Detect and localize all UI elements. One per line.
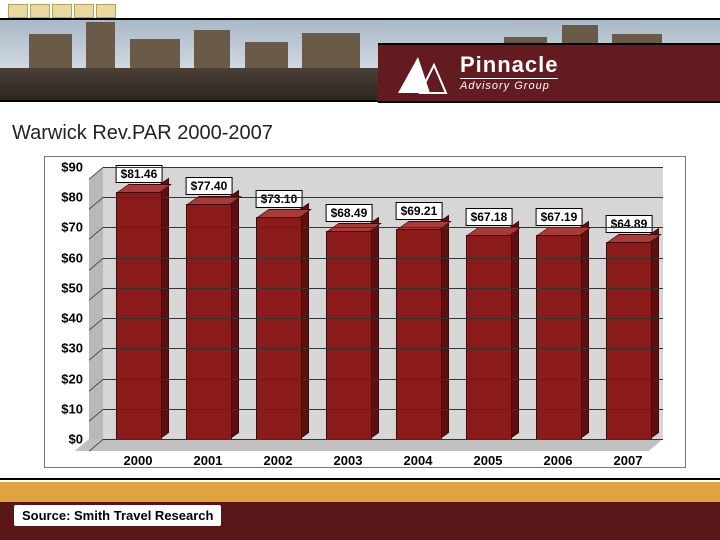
x-axis-label: 2006: [544, 453, 573, 468]
y-axis-label: $60: [61, 250, 83, 265]
slide-title: Warwick Rev.PAR 2000-2007: [12, 122, 273, 145]
x-axis-label: 2005: [474, 453, 503, 468]
bar: $73.102002: [256, 218, 299, 439]
footer-band: Source: Smith Travel Research: [0, 478, 720, 540]
gridline: [103, 288, 663, 289]
bar-front: [256, 217, 301, 439]
x-axis-label: 2007: [614, 453, 643, 468]
bar-value-label: $77.40: [186, 177, 233, 195]
y-axis-label: $10: [61, 401, 83, 416]
y-axis-label: $40: [61, 311, 83, 326]
chart-container: $81.462000$77.402001$73.102002$68.492003…: [44, 156, 686, 468]
bar-value-label: $64.89: [606, 215, 653, 233]
header-band: Pinnacle Advisory Group: [0, 0, 720, 120]
bar-value-label: $69.21: [396, 202, 443, 220]
bar-front: [396, 229, 441, 439]
y-axis-label: $50: [61, 280, 83, 295]
gridline: [103, 348, 663, 349]
pinnacle-logo-icon: [390, 51, 450, 95]
brand-name-line1: Pinnacle: [460, 54, 558, 76]
gridline: [103, 379, 663, 380]
y-axis-label: $70: [61, 220, 83, 235]
x-axis-label: 2002: [264, 453, 293, 468]
brand-logo-text: Pinnacle Advisory Group: [460, 54, 558, 92]
x-axis-label: 2001: [194, 453, 223, 468]
slide: Pinnacle Advisory Group Warwick Rev.PAR …: [0, 0, 720, 540]
brand-name-line2: Advisory Group: [460, 78, 558, 92]
bar-value-label: $73.10: [256, 190, 303, 208]
gridline: [103, 409, 663, 410]
gridline: [103, 197, 663, 198]
footer-gold-strip: [0, 482, 720, 502]
source-text: Source: Smith Travel Research: [14, 505, 221, 526]
bar-front: [186, 204, 231, 439]
gridline: [103, 227, 663, 228]
y-axis-label: $0: [69, 432, 83, 447]
y-axis-label: $90: [61, 160, 83, 175]
header-decor-squares: [8, 4, 116, 18]
bar-value-label: $67.19: [536, 208, 583, 226]
bar: $77.402001: [186, 205, 229, 439]
brand-logo-strip: Pinnacle Advisory Group: [378, 43, 720, 103]
bar-value-label: $67.18: [466, 208, 513, 226]
gridline: [103, 167, 663, 168]
plot-floor: [75, 439, 663, 451]
x-axis-label: 2004: [404, 453, 433, 468]
bars-layer: $81.462000$77.402001$73.102002$68.492003…: [103, 167, 663, 439]
bar-value-label: $68.49: [326, 204, 373, 222]
y-axis-label: $80: [61, 190, 83, 205]
y-axis-label: $20: [61, 371, 83, 386]
x-axis-label: 2003: [334, 453, 363, 468]
bar: $81.462000: [116, 193, 159, 439]
gridline: [103, 439, 663, 440]
gridline: [103, 318, 663, 319]
x-axis-label: 2000: [124, 453, 153, 468]
bar-front: [116, 192, 161, 439]
y-axis-label: $30: [61, 341, 83, 356]
plot-side-wall: [89, 167, 103, 451]
bar: $69.212004: [396, 230, 439, 439]
gridline: [103, 258, 663, 259]
revpar-bar-chart: $81.462000$77.402001$73.102002$68.492003…: [103, 167, 663, 439]
